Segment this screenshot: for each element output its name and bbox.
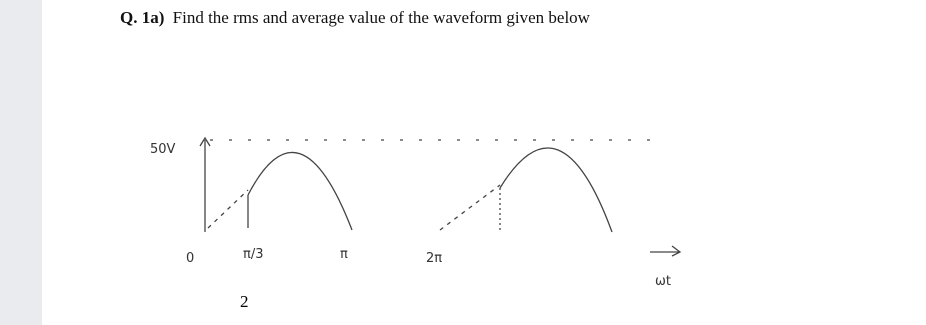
question-text: Find the rms and average value of the wa…	[172, 8, 590, 27]
x-label: π	[340, 247, 348, 262]
axis-label: ωt	[655, 274, 671, 289]
x-label: 2π	[426, 251, 442, 266]
question: Q. 1a) Find the rms and average value of…	[120, 8, 590, 28]
arc-1	[247, 151, 353, 231]
page-number: 2	[240, 292, 249, 311]
y-arrow	[199, 136, 211, 147]
origin-label: 0	[186, 251, 194, 266]
question-number: Q. 1a)	[120, 8, 165, 27]
arc-2	[499, 147, 613, 233]
peak-label: 50V	[150, 142, 176, 157]
dash-ramp-1	[207, 189, 249, 229]
x-arrow	[650, 245, 682, 257]
side-strip	[0, 0, 42, 325]
x-label: π/3	[243, 247, 263, 262]
dash-ramp-2	[439, 184, 501, 231]
